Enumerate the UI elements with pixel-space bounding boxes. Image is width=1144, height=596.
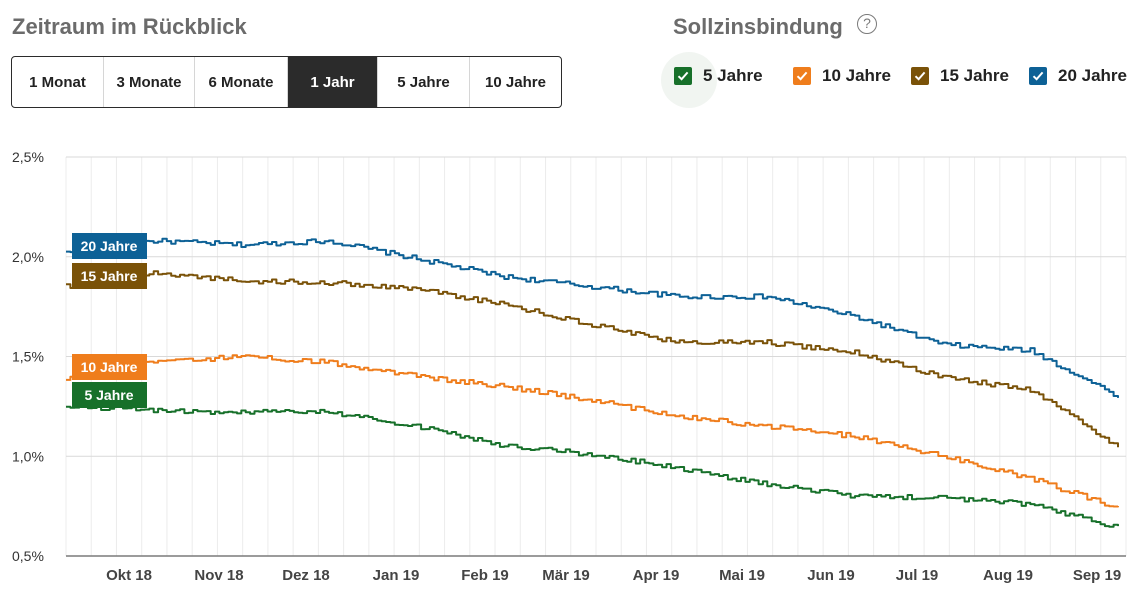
period-1-jahr-button[interactable]: 1 Jahr (288, 57, 378, 107)
x-tick-label: Apr 19 (633, 567, 680, 584)
period-selector: 1 Monat 3 Monate 6 Monate 1 Jahr 5 Jahre… (11, 56, 562, 108)
period-1-monat-button[interactable]: 1 Monat (12, 57, 104, 107)
series-line (66, 403, 1119, 528)
checkbox-icon[interactable] (793, 67, 811, 85)
series-tag-label: 20 Jahre (81, 238, 138, 254)
interest-rate-chart: 0,5% 1,0% 1,5% 2,0% 2,5% Okt 18 Nov 18 Dez 18 Ja… (12, 149, 1127, 584)
x-tick-label: Mai 19 (719, 567, 765, 584)
x-tick-label: Feb 19 (461, 567, 509, 584)
section-title: Zeitraum im Rückblick (12, 14, 247, 39)
legend-item-10-jahre[interactable]: 10 Jahre (793, 66, 891, 86)
series-tag-label: 5 Jahre (84, 387, 133, 403)
y-tick-label: 1,0% (12, 448, 44, 464)
series-tag (72, 263, 147, 289)
series-tag (72, 354, 147, 380)
x-tick-label: Aug 19 (983, 567, 1033, 584)
checkbox-icon[interactable] (1029, 67, 1047, 85)
checkbox-icon[interactable] (911, 67, 929, 85)
series-tag (72, 382, 147, 408)
period-5-jahre-button[interactable]: 5 Jahre (378, 57, 470, 107)
series-line (66, 237, 1119, 398)
x-tick-label: Nov 18 (194, 567, 243, 584)
period-10-jahre-button[interactable]: 10 Jahre (485, 73, 546, 91)
legend-label: 10 Jahre (822, 66, 891, 85)
checkbox-icon[interactable] (674, 67, 692, 85)
x-tick-label: Jun 19 (807, 567, 855, 584)
series-tag-label: 15 Jahre (81, 268, 138, 284)
x-tick-label: Jul 19 (896, 567, 939, 584)
legend-item-15-jahre[interactable]: 15 Jahre (911, 66, 1009, 86)
legend-item-5-jahre[interactable]: 5 Jahre (661, 52, 763, 108)
series-line (66, 354, 1119, 508)
period-3-monate-button[interactable]: 3 Monate (104, 57, 195, 107)
series-line (66, 270, 1119, 448)
legend-item-20-jahre[interactable]: 20 Jahre (1029, 66, 1127, 86)
binding-title: Sollzinsbindung (673, 14, 843, 39)
y-tick-label: 0,5% (12, 548, 44, 564)
x-tick-label: Sep 19 (1073, 567, 1121, 584)
legend-label: 15 Jahre (940, 66, 1009, 85)
series-tag (72, 233, 147, 259)
period-6-monate-button[interactable]: 6 Monate (195, 57, 288, 107)
legend-label: 20 Jahre (1058, 66, 1127, 85)
x-tick-label: Dez 18 (282, 567, 330, 584)
y-tick-label: 2,5% (12, 149, 44, 165)
x-tick-label: Mär 19 (542, 567, 590, 584)
series-tag-label: 10 Jahre (81, 359, 138, 375)
x-tick-label: Jan 19 (373, 567, 420, 584)
help-icon[interactable]: ? (857, 14, 877, 34)
x-tick-label: Okt 18 (106, 567, 152, 584)
y-tick-label: 1,5% (12, 349, 44, 365)
legend-label: 5 Jahre (703, 66, 763, 85)
y-tick-label: 2,0% (12, 249, 44, 265)
